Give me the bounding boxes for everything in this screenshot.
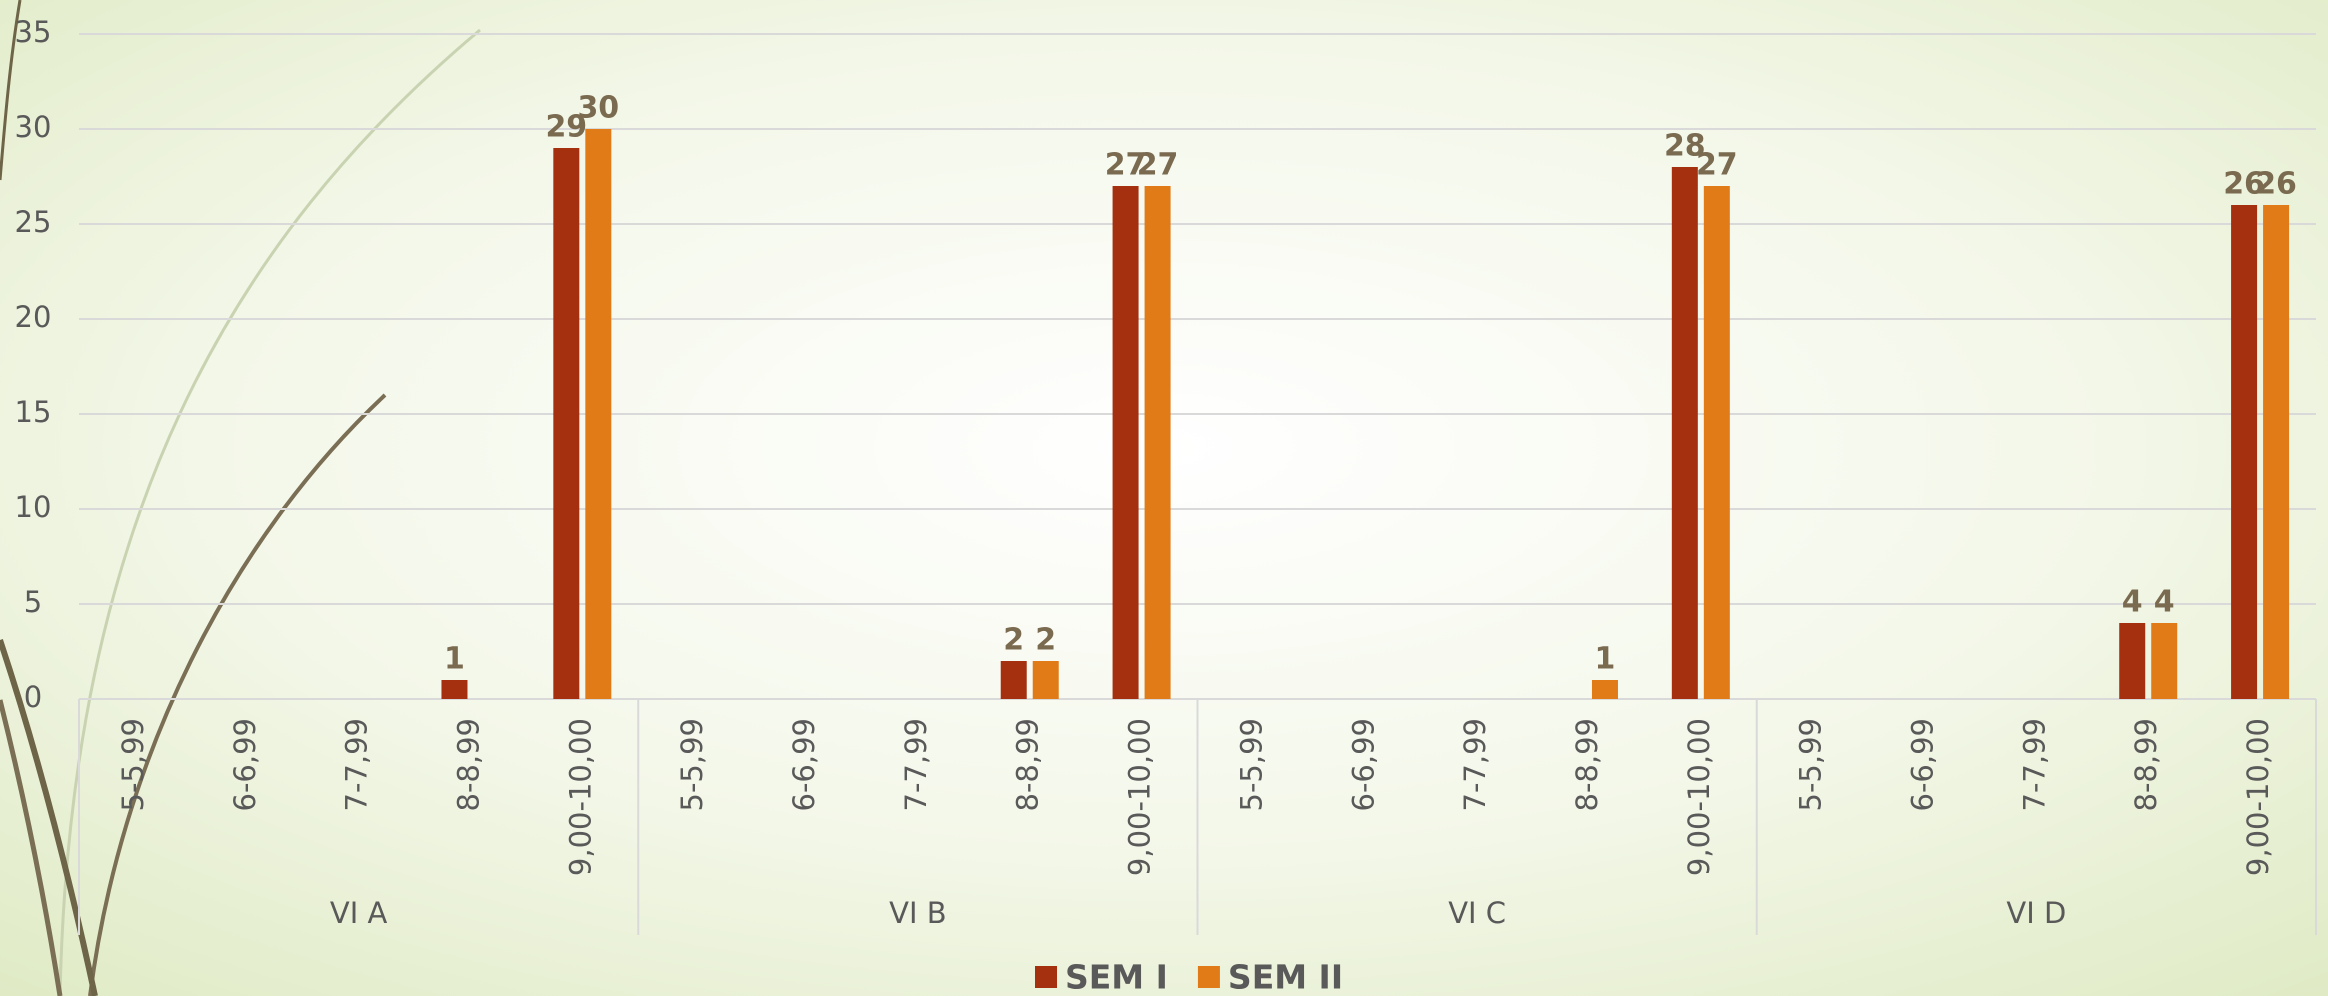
- data-label: 2: [1003, 623, 1024, 658]
- bar: [1672, 167, 1698, 699]
- bar: [1145, 186, 1171, 699]
- data-label: 27: [1137, 148, 1179, 183]
- bar: [1033, 661, 1059, 699]
- x-tick-label: 8-8,99: [1011, 718, 1045, 812]
- group-label: VI A: [330, 896, 388, 930]
- y-tick-label: 35: [15, 15, 52, 49]
- bar: [2151, 623, 2177, 699]
- group-label: VI C: [1448, 896, 1506, 930]
- bar: [1113, 186, 1139, 699]
- x-tick-label: 6-6,99: [787, 718, 821, 812]
- x-tick-label: 9,00-10,00: [1682, 718, 1716, 876]
- data-label: 27: [1696, 148, 1738, 183]
- x-tick-label: 7-7,99: [2017, 718, 2051, 812]
- data-label: 1: [444, 642, 465, 677]
- y-tick-label: 10: [15, 490, 52, 524]
- x-tick-label: 9,00-10,00: [1123, 718, 1157, 876]
- y-tick-label: 5: [24, 585, 42, 619]
- x-tick-label: 6-6,99: [1906, 718, 1940, 812]
- data-label: 1: [1595, 642, 1616, 677]
- bar: [585, 129, 611, 699]
- y-tick-label: 20: [15, 300, 52, 334]
- data-label: 2: [1035, 623, 1056, 658]
- chart: 0 5 10 15 20 25 30 35 VI A VI B VI C VI D 5-5,99 6-6,…: [0, 0, 2328, 996]
- x-tick-label: 5-5,99: [1234, 718, 1268, 812]
- x-tick-label: 9,00-10,00: [563, 718, 597, 876]
- data-label: 30: [577, 91, 619, 126]
- y-tick-label: 30: [15, 110, 52, 144]
- x-tick-label: 5-5,99: [675, 718, 709, 812]
- x-tick-label: 5-5,99: [1794, 718, 1828, 812]
- bar: [553, 148, 579, 699]
- x-tick-label: 9,00-10,00: [2241, 718, 2275, 876]
- legend-label: SEM I: [1065, 958, 1168, 996]
- x-tick-label: 7-7,99: [340, 718, 374, 812]
- x-tick-label: 6-6,99: [1346, 718, 1380, 812]
- x-tick-label: 7-7,99: [1458, 718, 1492, 812]
- y-tick-label: 0: [24, 680, 42, 714]
- bar: [2231, 205, 2257, 699]
- legend-swatch: [1035, 966, 1057, 988]
- group-label: VI D: [2006, 896, 2066, 930]
- data-label: 26: [2255, 167, 2297, 202]
- bar: [2263, 205, 2289, 699]
- bar: [1704, 186, 1730, 699]
- legend-label: SEM II: [1228, 958, 1343, 996]
- data-label: 4: [2154, 585, 2175, 620]
- y-tick-label: 15: [15, 395, 52, 429]
- bar: [2119, 623, 2145, 699]
- x-tick-label: 8-8,99: [2129, 718, 2163, 812]
- x-tick-label: 5-5,99: [116, 718, 150, 812]
- bar: [1592, 680, 1618, 699]
- y-tick-label: 25: [15, 205, 52, 239]
- legend-swatch: [1198, 966, 1220, 988]
- data-label: 4: [2122, 585, 2143, 620]
- x-tick-label: 8-8,99: [451, 718, 485, 812]
- x-tick-label: 7-7,99: [899, 718, 933, 812]
- group-label: VI B: [889, 896, 947, 930]
- x-tick-label: 8-8,99: [1570, 718, 1604, 812]
- x-tick-label: 6-6,99: [228, 718, 262, 812]
- bar: [1001, 661, 1027, 699]
- bar: [441, 680, 467, 699]
